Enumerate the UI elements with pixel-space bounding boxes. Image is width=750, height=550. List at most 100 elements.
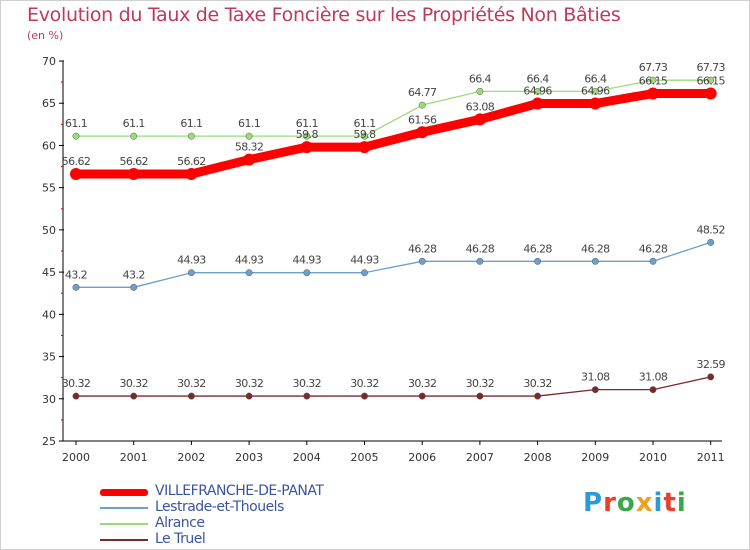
data-point-villefranche-2006: [416, 126, 429, 139]
y-tick-label-25: 25: [42, 435, 56, 448]
data-point-le-truel-2003: [245, 392, 253, 400]
data-point-le-truel-2004: [303, 392, 311, 400]
y-tick-label-70: 70: [42, 55, 56, 68]
data-point-villefranche-2001: [127, 167, 140, 180]
data-point-le-truel-2006: [418, 392, 426, 400]
data-label-lestrade-2001: 43.2: [123, 268, 145, 281]
logo-letter: i: [653, 488, 664, 518]
data-point-lestrade-2006: [418, 257, 426, 265]
series-line-lestrade: [75, 241, 712, 288]
y-tick-label-40: 40: [42, 308, 56, 321]
x-tick-label-2007: 2007: [466, 451, 494, 464]
data-label-alrance-2006: 64.77: [408, 86, 437, 99]
data-label-alrance-2001: 61.1: [123, 117, 145, 130]
data-label-lestrade-2000: 43.2: [65, 268, 87, 281]
data-label-lestrade-2003: 44.93: [235, 254, 264, 267]
data-point-alrance-2005: [361, 132, 368, 140]
y-tick-label-45: 45: [42, 266, 56, 279]
data-label-alrance-2005: 61.1: [353, 117, 375, 130]
legend-swatch-lestrade: [100, 507, 148, 509]
data-point-le-truel-2007: [476, 392, 484, 400]
data-label-alrance-2010: 67.73: [639, 61, 668, 74]
data-point-villefranche-2003: [243, 153, 256, 166]
data-label-alrance-2008: 66.4: [527, 72, 550, 85]
y-tick-label-65: 65: [42, 97, 56, 110]
legend-label-alrance: Alrance: [155, 515, 205, 531]
series-line-alrance: [75, 79, 712, 137]
data-label-villefranche-2008: 64.96: [523, 85, 552, 98]
logo-letter: x: [635, 488, 654, 518]
data-label-villefranche-2005: 59.8: [353, 128, 376, 141]
x-tick-label-2004: 2004: [293, 451, 321, 464]
data-point-villefranche-2008: [531, 97, 544, 110]
data-label-alrance-2009: 66.4: [584, 72, 607, 85]
series-le-truel: 30.32 30.32 30.32 30.32 30.32 30.32 30.32 30.32…: [62, 358, 726, 400]
data-label-le-truel-2004: 30.32: [293, 377, 322, 390]
data-point-lestrade-2000: [72, 283, 80, 291]
x-tick-label-2010: 2010: [639, 451, 667, 464]
data-label-le-truel-2001: 30.32: [119, 377, 148, 390]
y-axis-unit-label: (en %): [27, 29, 64, 42]
data-point-villefranche-2009: [589, 97, 602, 110]
legend-label-le-truel: Le Truel: [155, 531, 206, 547]
logo-letter: o: [616, 488, 636, 518]
data-label-le-truel-2006: 30.32: [408, 377, 437, 390]
logo-letter: t: [663, 488, 677, 518]
y-tick-label-35: 35: [42, 351, 56, 364]
data-label-le-truel-2002: 30.32: [177, 377, 206, 390]
data-label-villefranche-2001: 56.62: [119, 155, 148, 168]
series-line-le-truel: [75, 376, 712, 397]
data-point-villefranche-2000: [70, 167, 82, 180]
data-label-le-truel-2008: 30.32: [523, 377, 552, 390]
data-label-alrance-2000: 61.1: [65, 117, 87, 130]
x-tick-label-2000: 2000: [62, 451, 90, 464]
data-label-lestrade-2005: 44.93: [350, 254, 379, 267]
data-label-alrance-2011: 67.73: [696, 61, 725, 74]
data-label-le-truel-2005: 30.32: [350, 377, 379, 390]
data-point-villefranche-2011: [704, 87, 717, 100]
data-point-le-truel-2011: [707, 373, 715, 381]
data-label-villefranche-2004: 59.8: [296, 128, 319, 141]
data-point-lestrade-2010: [649, 257, 657, 265]
data-label-alrance-2002: 61.1: [180, 117, 202, 130]
data-point-villefranche-2005: [358, 141, 371, 154]
x-tick-label-2005: 2005: [351, 451, 379, 464]
data-label-villefranche-2002: 56.62: [177, 155, 206, 168]
data-label-villefranche-2003: 58.32: [235, 141, 264, 154]
legend-label-villefranche: VILLEFRANCHE-DE-PANAT: [155, 483, 324, 499]
data-point-villefranche-2002: [185, 167, 198, 180]
data-label-le-truel-2011: 32.59: [696, 358, 725, 371]
legend-item-lestrade: Lestrade-et-Thouels: [100, 499, 400, 517]
logo-letter: i: [676, 488, 687, 518]
data-label-villefranche-2009: 64.96: [581, 85, 610, 98]
data-label-alrance-2007: 66.4: [469, 72, 492, 85]
x-tick-label-2002: 2002: [177, 451, 205, 464]
chart-title: Evolution du Taux de Taxe Foncière sur l…: [27, 4, 621, 26]
data-point-lestrade-2011: [707, 238, 715, 246]
data-label-villefranche-2010: 66.15: [639, 75, 668, 88]
data-point-lestrade-2001: [130, 283, 138, 291]
data-label-alrance-2003: 61.1: [238, 117, 260, 130]
y-tick-label-55: 55: [42, 182, 56, 195]
data-point-le-truel-2002: [187, 392, 195, 400]
legend-swatch-le-truel: [100, 539, 148, 541]
data-point-lestrade-2002: [187, 269, 195, 277]
data-point-lestrade-2009: [591, 257, 599, 265]
data-point-villefranche-2007: [473, 113, 486, 126]
legend: VILLEFRANCHE-DE-PANAT Lestrade-et-Thouel…: [100, 483, 400, 549]
series-alrance: 61.1 61.1 61.1 61.1 61.1 61.1 64.77 66.4 66.4 66.…: [65, 61, 726, 140]
data-point-le-truel-2001: [130, 392, 138, 400]
data-label-lestrade-2010: 46.28: [639, 242, 668, 255]
x-tick-label-2011: 2011: [697, 451, 725, 464]
data-point-le-truel-2008: [534, 392, 542, 400]
data-label-villefranche-2007: 63.08: [466, 100, 495, 113]
data-point-lestrade-2005: [361, 269, 368, 277]
proxiti-logo: Proxiti: [583, 488, 687, 518]
legend-item-villefranche: VILLEFRANCHE-DE-PANAT: [100, 483, 400, 501]
data-label-le-truel-2007: 30.32: [466, 377, 495, 390]
data-point-alrance-2008: [534, 87, 542, 95]
y-tick-label-30: 30: [42, 393, 56, 406]
data-label-lestrade-2009: 46.28: [581, 242, 610, 255]
